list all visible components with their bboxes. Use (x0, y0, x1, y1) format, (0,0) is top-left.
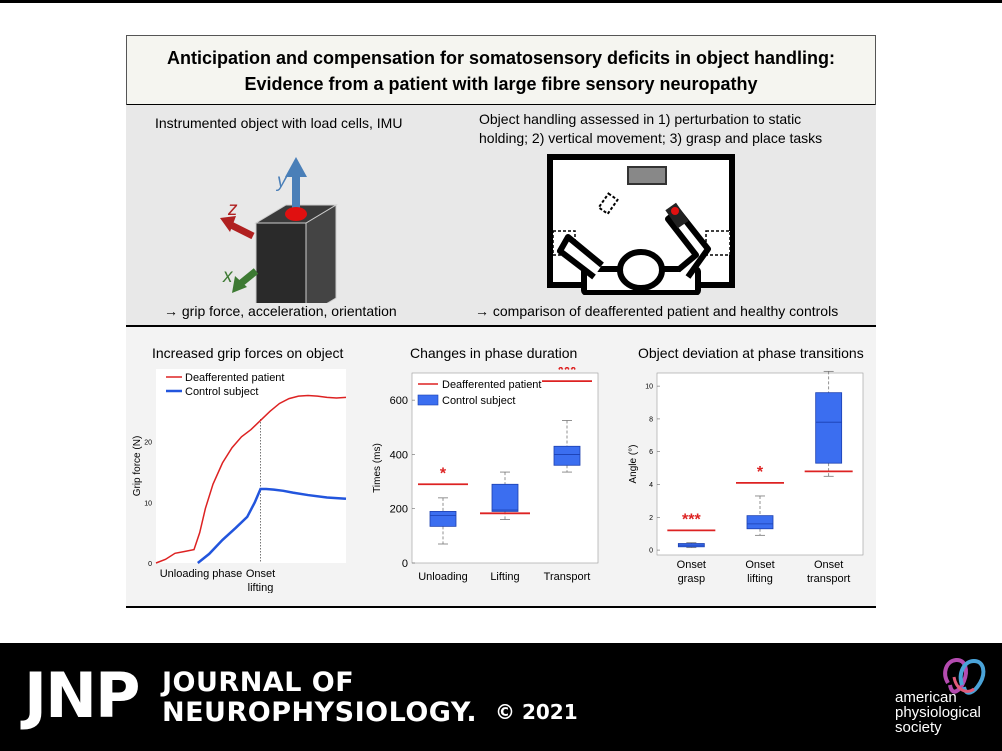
significance-marker: *** (558, 367, 577, 379)
legend-label: Deafferented patient (185, 372, 284, 384)
box-control (815, 392, 843, 464)
results-panel: Increased grip forces on object Changes … (126, 327, 876, 606)
top-rule (0, 0, 1002, 3)
category-label: Lifting (490, 571, 519, 583)
legend-swatch-control (417, 394, 439, 406)
legend-label: Control subject (185, 386, 258, 398)
x-arrow-head (232, 276, 247, 293)
box-control (491, 483, 519, 512)
box-control (429, 511, 457, 527)
aps-line-2: physiological (895, 704, 981, 721)
journal-footer: JNP JOURNAL OF NEUROPHYSIOLOGY. © 2021 a… (0, 643, 1002, 751)
title-panel: Anticipation and compensation for somato… (126, 35, 876, 106)
chart-3-title: Object deviation at phase transitions (638, 345, 864, 361)
aps-logo-mark (943, 658, 986, 695)
title-line-2: Evidence from a patient with large fibre… (244, 74, 758, 94)
journal-name-line-1: JOURNAL OF (162, 667, 355, 698)
category-label: grasp (678, 573, 706, 585)
tasks-heading-line-2: holding; 2) vertical movement; 3) grasp … (479, 130, 823, 146)
y-tick-label: 600 (390, 395, 408, 407)
x-arrow-shaft (237, 268, 259, 287)
y-tick-label: 10 (144, 500, 152, 507)
aps-wordmark: american physiological society (895, 690, 981, 735)
y-axis-label: Grip force (N) (132, 436, 143, 497)
aps-line-1: american (895, 689, 957, 706)
journal-name-line-2: NEUROPHYSIOLOGY. (162, 697, 478, 728)
object-outputs: → grip force, acceleration, orientation (164, 303, 397, 319)
box-control (553, 445, 581, 466)
y-tick-label: 10 (645, 384, 653, 391)
panel-divider (126, 325, 876, 327)
series-line-control (197, 487, 347, 564)
significance-marker: * (757, 464, 764, 481)
comparison-note: → comparison of deafferented patient and… (475, 303, 839, 319)
title-line-1: Anticipation and compensation for somato… (166, 48, 836, 68)
z-arrow-shaft (229, 221, 255, 240)
y-tick-label: 0 (148, 561, 152, 568)
jnp-logo: JNP (24, 659, 140, 732)
category-label: lifting (747, 573, 773, 585)
object-deviation-chart: 0 2 4 6 8 10 Angle (°) *** Onset grasp * Onset lifti… (628, 370, 864, 585)
y-tick-label: 200 (390, 504, 408, 516)
y-tick-label: 0 (402, 558, 408, 570)
y-tick-label: 6 (649, 449, 653, 456)
y-tick-label: 4 (649, 482, 653, 489)
head (617, 249, 665, 291)
x-label-lifting: lifting (248, 582, 274, 593)
bottom-rule (126, 606, 876, 608)
category-label: transport (807, 573, 850, 585)
object-front-face (255, 222, 307, 303)
z-axis-label: z (227, 199, 238, 220)
load-cell-marker (285, 207, 307, 221)
y-arrow-head (285, 157, 307, 177)
x-axis-label: x (222, 266, 234, 287)
phase-duration-chart: 0 200 400 600 Times (ms) * Unloading Lifting ***… (372, 367, 599, 583)
aps-line-3: society (895, 719, 942, 736)
tasks-heading-line-1: Object handling assessed in 1) perturbat… (479, 111, 802, 127)
significance-marker: *** (682, 511, 701, 528)
category-label: Onset (677, 559, 706, 571)
z-arrow-head (220, 216, 236, 232)
plot-area (156, 369, 346, 563)
held-object-marker (671, 207, 679, 215)
category-label: Unloading (418, 571, 468, 583)
y-axis-label: Times (ms) (372, 443, 383, 493)
series-line-patient (155, 394, 347, 564)
left-arm (557, 234, 604, 280)
legend-label: Deafferented patient (442, 379, 541, 391)
methods-panel: Instrumented object with load cells, IMU… (126, 105, 876, 325)
held-object (665, 202, 689, 229)
chart-1-title: Increased grip forces on object (152, 345, 344, 361)
task-setup-diagram (547, 154, 735, 295)
category-label: Onset (814, 559, 843, 571)
object-heading: Instrumented object with load cells, IMU (155, 115, 403, 131)
y-tick-label: 20 (144, 440, 152, 447)
category-label: Transport (544, 571, 591, 583)
target-position (627, 166, 667, 185)
y-axis-label: y (275, 171, 288, 192)
y-tick-label: 0 (649, 548, 653, 555)
significance-marker: * (440, 465, 447, 482)
y-tick-label: 8 (649, 416, 653, 423)
x-label-unloading: Unloading phase (160, 568, 243, 580)
legend-label: Control subject (442, 395, 515, 407)
y-tick-label: 2 (649, 515, 653, 522)
category-label: Onset (745, 559, 774, 571)
y-axis-label: Angle (°) (628, 444, 639, 483)
copyright-notice: © 2021 (495, 700, 578, 724)
y-tick-label: 400 (390, 449, 408, 461)
instrumented-object-figure: y z x (220, 157, 338, 303)
object-start-position (597, 192, 619, 216)
chart-2-title: Changes in phase duration (410, 345, 578, 361)
x-label-onset: Onset (246, 568, 275, 580)
box-control (746, 515, 774, 530)
graphical-abstract: Anticipation and compensation for somato… (126, 35, 876, 608)
